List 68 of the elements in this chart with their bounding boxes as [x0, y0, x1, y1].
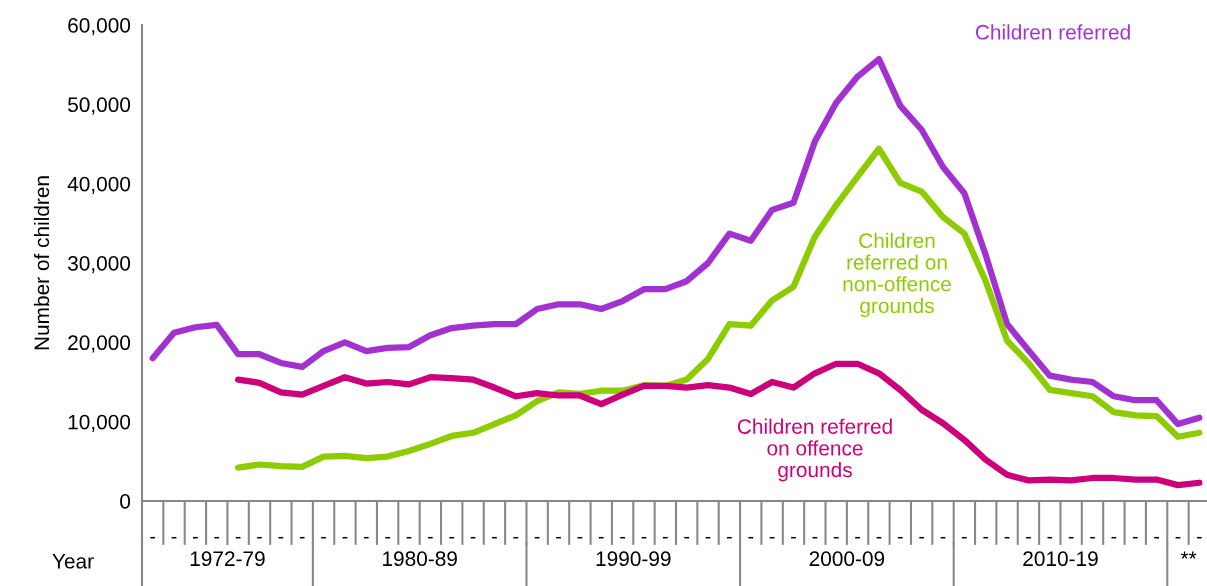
text: 1980-89	[383, 551, 457, 567]
y-tick-label: 40,000	[67, 176, 131, 194]
x-tick-label: -	[1132, 536, 1138, 539]
y-axis-title: Number of children	[33, 176, 50, 350]
x-tick-label: -	[662, 536, 668, 539]
x-tick-label: -	[492, 536, 497, 539]
y-tick-label: 0	[120, 494, 131, 509]
y-tick-label: 50,000	[68, 97, 131, 115]
x-tick-label: -	[983, 536, 989, 539]
x-tick-label: -	[534, 536, 540, 539]
x-tick-label: -	[299, 536, 305, 539]
x-tick-label: -	[171, 536, 177, 539]
x-tick-label: -	[1175, 536, 1181, 539]
x-tick-label: -	[1196, 536, 1202, 539]
x-tick-label: -	[897, 536, 903, 539]
text: 1990-99	[596, 551, 671, 567]
x-tick-label: -	[150, 536, 156, 539]
text: 1972-79	[190, 551, 265, 567]
series-label: Children referred on non-offence grounds	[843, 232, 951, 318]
y-tick-label: 10,000	[68, 414, 131, 432]
x-tick-label: -	[641, 536, 647, 539]
x-tick-label: -	[1154, 536, 1159, 539]
x-tick-label: -	[1026, 536, 1031, 539]
x-tick-label: -	[598, 536, 604, 539]
x-tick-label: -	[876, 536, 882, 539]
x-axis-title: Year	[52, 554, 94, 569]
x-tick-label: -	[214, 536, 220, 539]
x-tick-label: -	[833, 536, 839, 539]
x-tick-label: -	[321, 536, 326, 539]
x-tick-label: -	[705, 536, 711, 539]
x-tick-label: -	[470, 536, 476, 539]
text: 2010-19	[1023, 551, 1098, 567]
y-tick-label: 20,000	[68, 335, 131, 353]
x-tick-label: -	[193, 536, 198, 539]
x-tick-label: -	[385, 536, 391, 539]
y-tick-label: 60,000	[68, 18, 131, 36]
x-tick-label: -	[727, 536, 732, 539]
y-tick-label: 30,000	[67, 256, 131, 274]
text: Children referred	[975, 24, 1130, 40]
x-tick-label: -	[363, 536, 369, 539]
x-tick-label: -	[1047, 536, 1053, 539]
x-tick-label: -	[235, 536, 241, 539]
x-tick-label: -	[577, 536, 583, 539]
series-label: Children referred on offence grounds	[737, 418, 892, 482]
x-tick-label: -	[406, 536, 412, 539]
x-tick-label: -	[961, 536, 967, 539]
x-tick-label: -	[919, 536, 925, 539]
x-tick-label: -	[684, 536, 690, 539]
x-tick-label: -	[1111, 536, 1117, 539]
x-tick-label: -	[940, 536, 946, 539]
x-tick-label: -	[769, 536, 775, 539]
x-tick-label: -	[855, 536, 860, 539]
text: **	[1180, 551, 1197, 559]
x-tick-label: -	[1004, 536, 1010, 539]
x-tick-label: -	[257, 536, 262, 539]
x-tick-label: -	[791, 536, 796, 539]
x-tick-label: -	[278, 536, 284, 539]
x-tick-label: -	[812, 536, 818, 539]
x-tick-label: -	[748, 536, 754, 539]
x-tick-label: -	[556, 536, 561, 539]
x-tick-label: -	[620, 536, 625, 539]
x-tick-label: -	[449, 536, 455, 539]
x-tick-label: -	[342, 536, 348, 539]
x-tick-label: -	[1090, 536, 1095, 539]
x-tick-label: -	[1068, 536, 1074, 539]
x-tick-label: -	[427, 536, 433, 539]
text: 2000-09	[809, 551, 885, 567]
x-tick-label: -	[513, 536, 519, 539]
